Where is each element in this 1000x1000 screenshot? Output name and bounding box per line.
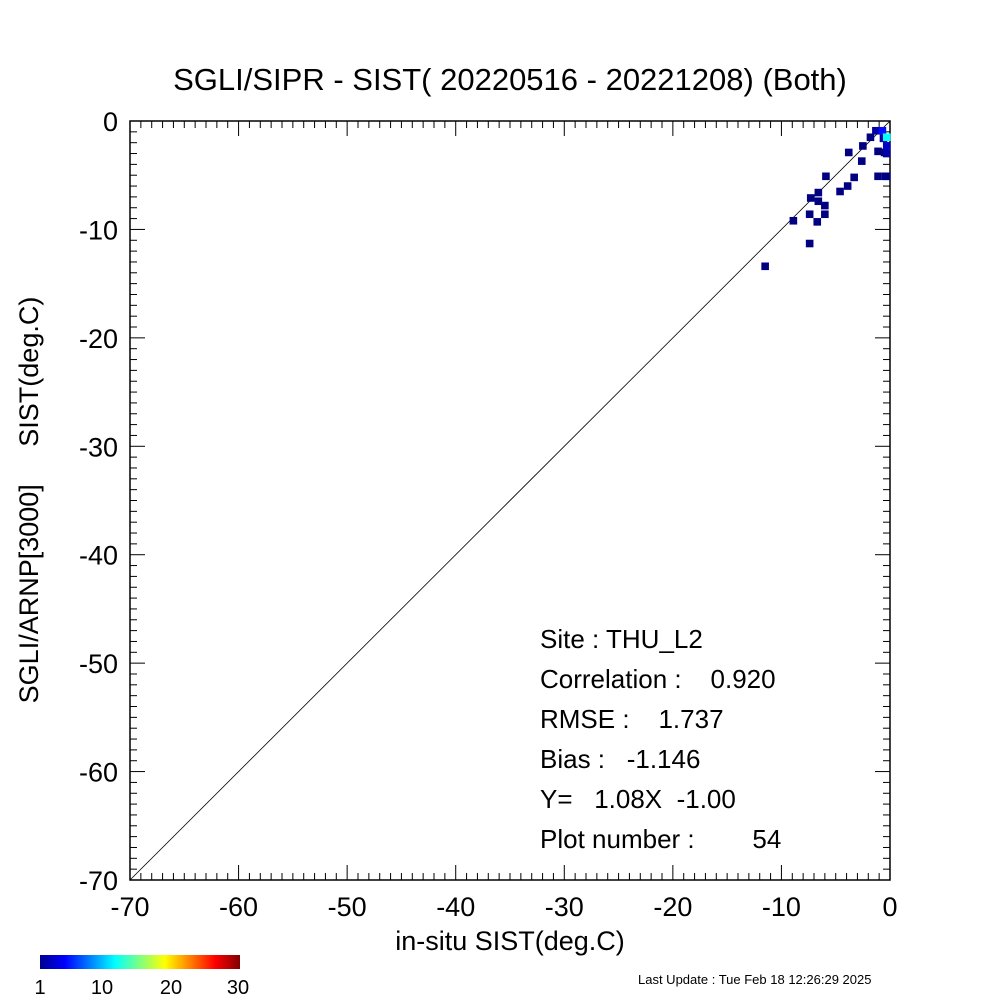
stat-site: Site : THU_L2 — [540, 624, 703, 654]
density-cell — [805, 210, 814, 219]
colorbar-gradient — [40, 955, 240, 969]
density-cell — [874, 172, 882, 181]
minor-ticks — [129, 120, 891, 881]
density-cell — [882, 142, 891, 150]
density-cell — [882, 149, 891, 158]
x-tick-label: -20 — [653, 892, 692, 922]
density-cell — [882, 133, 891, 142]
density-cell — [859, 142, 867, 150]
colorbar-tick-label: 1 — [34, 977, 45, 999]
x-tick-label: -10 — [762, 892, 801, 922]
x-axis-label: in-situ SIST(deg.C) — [395, 926, 625, 956]
y-tick-label: -50 — [79, 649, 118, 679]
density-cell — [814, 188, 823, 197]
density-cell — [814, 197, 823, 206]
density-cell — [844, 148, 853, 157]
density-cell — [821, 201, 829, 210]
stat-plot-number: Plot number : 54 — [540, 824, 781, 854]
chart-title: SGLI/SIPR - SIST( 20220516 - 20221208) (… — [173, 62, 847, 97]
colorbar-tick-label: 30 — [227, 977, 249, 999]
plot-area — [129, 120, 891, 881]
x-tick-label: -30 — [545, 892, 584, 922]
y-tick-label: -70 — [79, 866, 118, 896]
x-tick-label: -40 — [436, 892, 475, 922]
colorbar: 1 10 20 30 — [34, 955, 249, 999]
density-cell — [836, 187, 844, 196]
density-cell — [822, 172, 830, 181]
density-cell — [805, 239, 814, 248]
y-tick-labels: -70 -60 -50 -40 -30 -20 -10 0 — [79, 107, 118, 896]
y-tick-label: -30 — [79, 432, 118, 462]
colorbar-tick-label: 10 — [91, 977, 113, 999]
density-cell — [789, 216, 798, 225]
density-cell — [813, 218, 822, 226]
stat-bias: Bias : -1.146 — [540, 744, 700, 774]
density-cell — [806, 194, 815, 202]
x-tick-label: 0 — [882, 892, 897, 922]
y-tick-label: -40 — [79, 541, 118, 571]
density-cell — [878, 126, 887, 135]
stat-correlation: Correlation : 0.920 — [540, 664, 776, 694]
stat-rmse: RMSE : 1.737 — [540, 704, 724, 734]
x-tick-label: -50 — [328, 892, 367, 922]
x-tick-label: -70 — [110, 892, 149, 922]
density-cell — [866, 133, 875, 142]
last-update-text: Last Update : Tue Feb 18 12:26:29 2025 — [638, 972, 871, 987]
density-cell — [850, 173, 858, 182]
density-cells — [761, 126, 891, 271]
one-to-one-line — [129, 120, 891, 881]
stats-box: Site : THU_L2 Correlation : 0.920 RMSE :… — [540, 624, 781, 854]
y-tick-label: 0 — [103, 107, 118, 137]
density-cell — [874, 147, 882, 156]
density-cell — [872, 126, 880, 135]
y-tick-label: -10 — [79, 215, 118, 245]
x-tick-labels: -70 -60 -50 -40 -30 -20 -10 0 — [110, 892, 897, 922]
stat-regression: Y= 1.08X -1.00 — [540, 784, 736, 814]
y-axis-label: SGLI/ARNP[3000] SIST(deg.C) — [14, 297, 44, 704]
density-cell — [882, 172, 891, 181]
x-tick-label: -60 — [219, 892, 258, 922]
density-cell — [857, 157, 866, 165]
density-cell — [843, 182, 852, 190]
density-cell — [761, 262, 769, 271]
colorbar-tick-label: 20 — [160, 977, 182, 999]
y-tick-label: -20 — [79, 324, 118, 354]
density-cell — [821, 210, 829, 219]
y-tick-label: -60 — [79, 758, 118, 788]
